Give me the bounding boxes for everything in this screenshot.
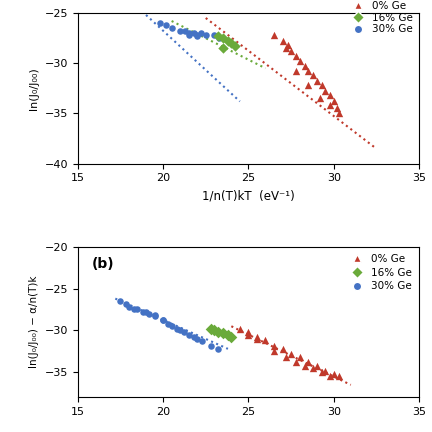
Point [159, 317, 166, 324]
Point [322, 367, 329, 374]
Legend: 0% Ge, 16% Ge, 30% Ge: 0% Ge, 16% Ge, 30% Ge [345, 252, 414, 293]
Point [219, 44, 226, 51]
Point [151, 312, 158, 319]
Point [330, 371, 337, 378]
Point [322, 88, 329, 95]
Point [296, 58, 303, 65]
Point [194, 32, 200, 38]
Point [207, 325, 214, 332]
Point [279, 38, 286, 44]
Point [117, 298, 124, 305]
Point [156, 19, 163, 26]
Point [296, 354, 303, 361]
Point [143, 308, 149, 315]
Point [254, 335, 260, 342]
Point [293, 68, 300, 75]
Point [225, 38, 232, 44]
Point [283, 354, 289, 361]
Point [191, 30, 197, 37]
Point [335, 110, 342, 117]
Point [168, 25, 175, 32]
Point [168, 323, 175, 330]
Point [177, 28, 184, 35]
Point [225, 331, 232, 338]
Point [236, 325, 243, 332]
Point [330, 98, 337, 105]
Point [288, 350, 295, 357]
Point [197, 30, 204, 37]
Point [177, 327, 184, 334]
Point [283, 44, 289, 51]
Point [180, 329, 187, 336]
Point [310, 72, 317, 79]
Point [318, 82, 325, 89]
Point [228, 334, 235, 340]
Point [185, 331, 192, 338]
Point [313, 362, 320, 369]
Point [219, 330, 226, 337]
Point [182, 28, 189, 35]
Point [194, 33, 200, 40]
Y-axis label: ln(J₀/J₀₀) − α/n(T)k: ln(J₀/J₀₀) − α/n(T)k [29, 276, 39, 368]
Point [318, 369, 325, 376]
Point [334, 105, 340, 112]
Point [270, 32, 277, 38]
Point [327, 102, 334, 109]
Point [125, 304, 132, 311]
Point [228, 40, 235, 47]
Text: (b): (b) [92, 257, 114, 271]
Point [284, 41, 291, 48]
Point [211, 327, 218, 334]
Point [327, 373, 334, 380]
Point [327, 92, 334, 99]
Point [262, 337, 269, 344]
Point [122, 300, 129, 307]
Point [310, 365, 317, 372]
Point [185, 30, 192, 37]
Point [305, 359, 311, 366]
Point [191, 334, 197, 340]
Point [159, 317, 166, 324]
Point [317, 95, 324, 102]
Point [216, 35, 223, 41]
Point [245, 331, 252, 338]
Point [288, 48, 295, 54]
Point [305, 82, 311, 89]
Point [202, 32, 209, 38]
Point [194, 335, 200, 342]
Point [293, 359, 300, 366]
Point [211, 32, 218, 38]
Point [301, 63, 308, 70]
Point [146, 310, 153, 317]
Point [199, 338, 206, 345]
Point [270, 348, 277, 355]
Point [151, 313, 158, 320]
Point [185, 32, 192, 38]
Point [231, 43, 238, 50]
Point [305, 68, 311, 75]
Point [214, 33, 221, 40]
Point [301, 362, 308, 369]
Point [270, 342, 277, 349]
Point [165, 320, 172, 327]
X-axis label: 1/n(T)kT  (eV⁻¹): 1/n(T)kT (eV⁻¹) [202, 189, 295, 202]
Point [214, 346, 221, 353]
Point [139, 308, 146, 315]
Point [163, 22, 170, 29]
Legend: 0% Ge, 16% Ge, 30% Ge: 0% Ge, 16% Ge, 30% Ge [347, 0, 414, 35]
Point [130, 306, 137, 313]
Point [214, 329, 221, 336]
Point [245, 329, 252, 336]
Point [313, 78, 320, 85]
Point [134, 306, 141, 313]
Point [254, 334, 260, 340]
Point [279, 346, 286, 353]
Point [335, 373, 342, 380]
Point [173, 325, 180, 332]
Y-axis label: ln(J₀/J₀₀): ln(J₀/J₀₀) [29, 67, 39, 110]
Point [219, 35, 226, 41]
Point [293, 53, 300, 60]
Point [207, 342, 214, 349]
